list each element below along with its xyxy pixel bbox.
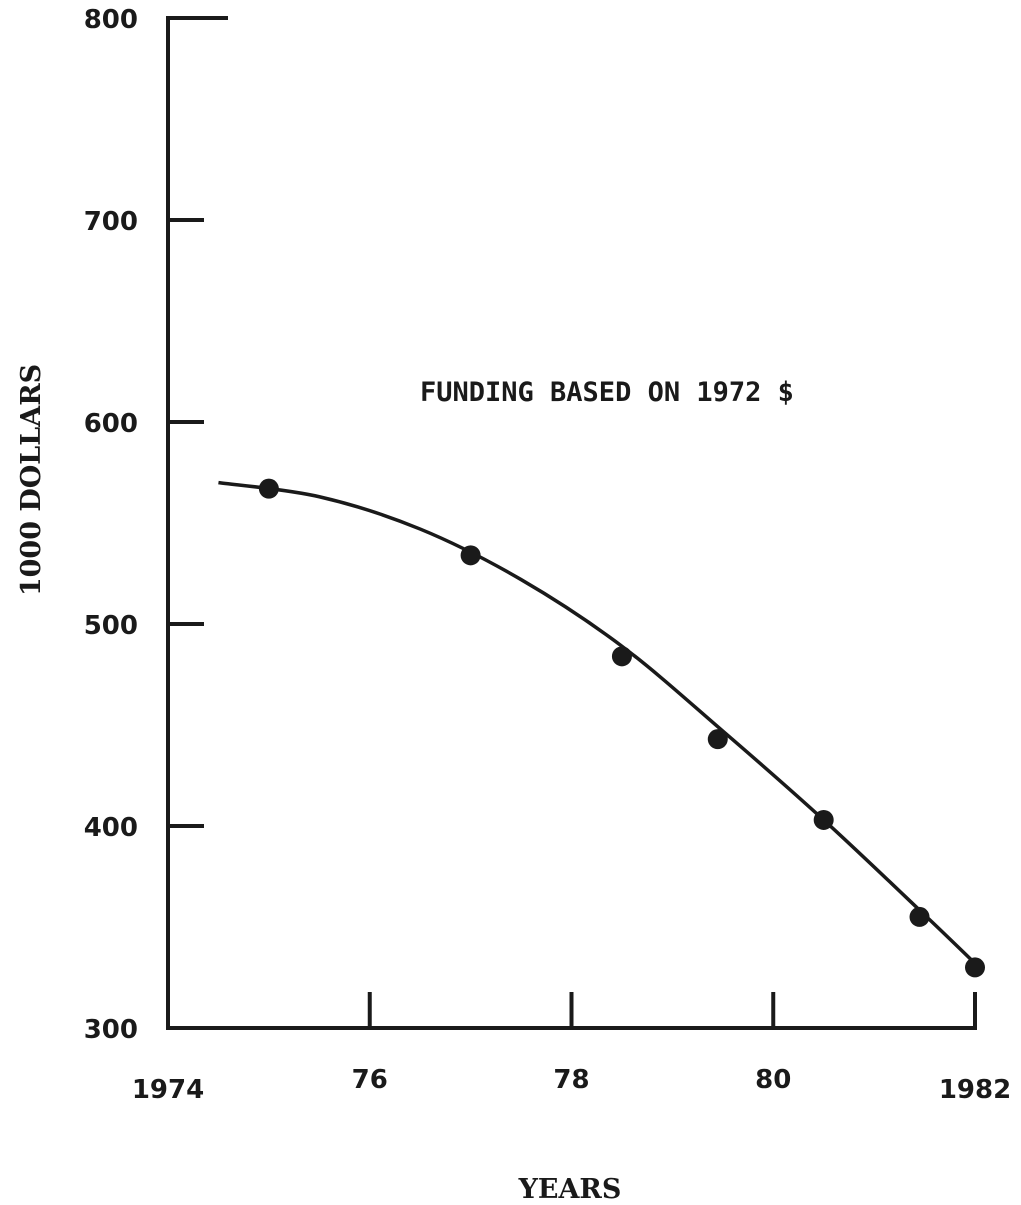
x-tick-label-1982: 1982	[939, 1075, 1011, 1105]
axes	[166, 16, 977, 1030]
x-tick-label-1976: 76	[352, 1065, 388, 1095]
data-point-4	[813, 809, 834, 830]
y-tick-label-300: 300	[84, 1015, 138, 1045]
x-tick-label-1978: 78	[553, 1065, 589, 1095]
data-point-1	[460, 545, 481, 566]
x-ticks: 1974 76 78 80 1982	[132, 992, 1011, 1105]
data-point-5	[909, 906, 930, 927]
x-tick-label-1974: 1974	[132, 1075, 204, 1105]
y-tick-label-800: 800	[84, 5, 138, 35]
series-0-trend-line	[218, 480, 977, 965]
x-axis-title: YEARS	[518, 1174, 622, 1205]
y-axis-title: 1000 DOLLARS	[16, 364, 47, 596]
y-tick-label-600: 600	[84, 409, 138, 439]
data-point-0	[258, 478, 279, 499]
chart-annotation: FUNDING BASED ON 1972 $	[420, 377, 794, 408]
data-point-3	[707, 729, 728, 750]
data-point-2	[611, 646, 632, 667]
y-tick-label-700: 700	[84, 207, 138, 237]
series	[218, 478, 985, 978]
y-tick-label-400: 400	[84, 813, 138, 843]
x-tick-label-1980: 80	[755, 1065, 791, 1095]
y-ticks: 300 400 500 600 700 800	[84, 5, 204, 1045]
data-point-6	[965, 957, 985, 978]
y-tick-label-500: 500	[84, 611, 138, 641]
